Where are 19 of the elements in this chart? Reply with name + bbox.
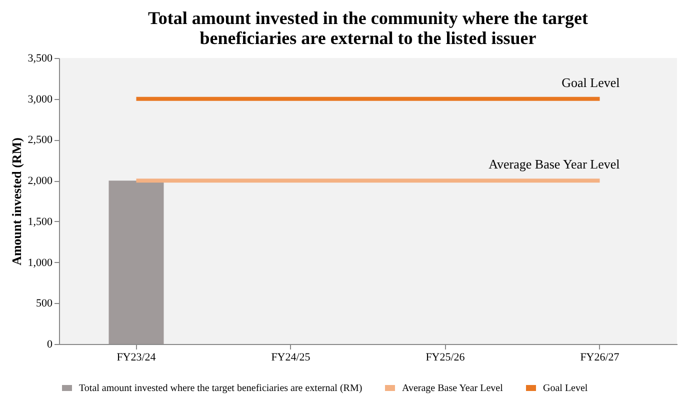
y-tick-label: 500 [36, 298, 53, 310]
y-axis-title: Amount invested (RM) [8, 138, 24, 266]
y-tick-label: 1,000 [28, 256, 53, 269]
y-tick-label: 3,000 [28, 93, 53, 106]
y-tick-label: 3,500 [28, 52, 53, 64]
y-tick-label: 2,500 [28, 134, 53, 146]
y-tick-label: 2,000 [28, 175, 53, 188]
chart-title: Total amount invested in the community where the target beneficiaries are external to the listed issuer [148, 8, 588, 48]
y-tick-label: 0 [47, 338, 53, 350]
legend-label: Average Base Year Level [402, 383, 504, 394]
annotation: Average Base Year Level [488, 156, 620, 172]
x-tick-label: FY25/26 [426, 352, 466, 364]
y-tick-label: 1,500 [28, 216, 53, 228]
legend-label: Total amount invested where the target beneficiaries are external (RM) [79, 383, 362, 394]
x-tick-label: FY26/27 [580, 352, 620, 364]
legend-label: Goal Level [543, 383, 588, 394]
x-tick-label: FY23/24 [116, 352, 156, 364]
annotation: Goal Level [562, 74, 620, 90]
x-tick-label: FY24/25 [271, 352, 311, 364]
